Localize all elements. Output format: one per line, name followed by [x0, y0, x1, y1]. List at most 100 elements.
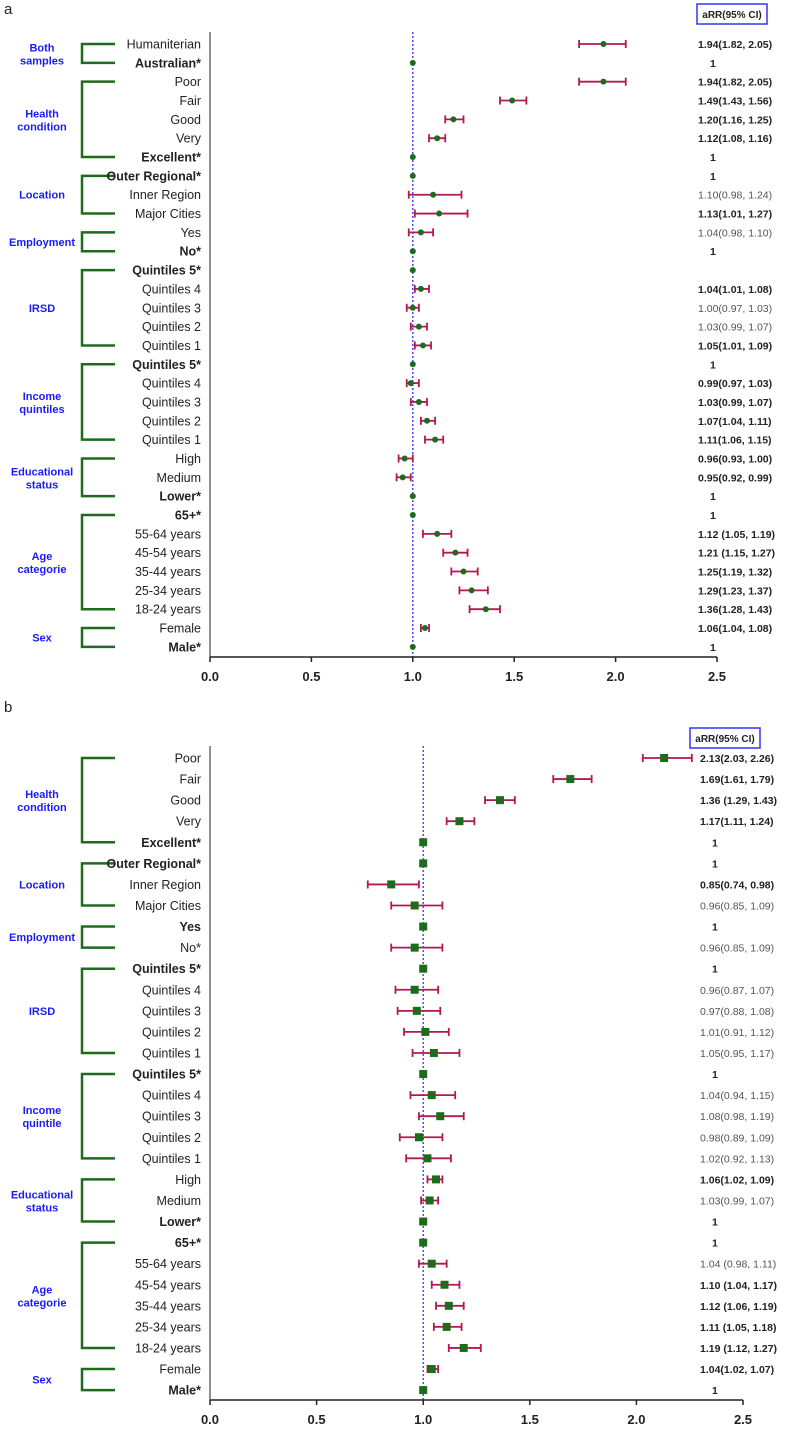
point-estimate [436, 210, 443, 217]
value-label: 1.17(1.11, 1.24) [700, 816, 774, 828]
group-bracket [80, 925, 115, 949]
panel-b: b aRR(95% CI) 0.0 0.5 1.0 1.5 2.0 2.5 Health cond… [4, 699, 777, 1427]
row-label: Quintiles 1 [142, 339, 201, 353]
x-tick-label: 0.0 [201, 669, 219, 684]
group-label: Health condition [17, 789, 67, 814]
group-bracket [80, 231, 115, 253]
point-estimate [419, 1238, 428, 1247]
value-label: 1.20(1.16, 1.25) [698, 114, 772, 126]
value-label: 0.98(0.89, 1.09) [700, 1132, 774, 1144]
group-bracket [80, 363, 115, 441]
value-label: 1.49(1.43, 1.56) [698, 96, 772, 108]
value-label: 1 [712, 1385, 718, 1397]
group-label: Location [19, 190, 65, 202]
point-estimate [417, 229, 424, 236]
group-bracket [80, 174, 115, 215]
forest-row: Fair 1.49(1.43, 1.56) [179, 94, 772, 108]
value-label: 1 [712, 858, 718, 870]
group-bracket [80, 1367, 115, 1392]
point-estimate [410, 985, 419, 994]
value-label: 0.95(0.92, 0.99) [698, 472, 772, 484]
value-label: 1 [712, 922, 718, 934]
row-label: Medium [157, 471, 201, 485]
forest-row: Quintiles 1 1.05(0.95, 1.17) [142, 1046, 774, 1060]
row-label: 65+* [175, 509, 201, 523]
forest-row: 25-34 years 1.29(1.23, 1.37) [135, 584, 772, 598]
group-label: Age categorie [18, 1284, 67, 1309]
row-label: Female [159, 622, 201, 636]
forest-row: 35-44 years 1.12 (1.06, 1.19) [135, 1299, 777, 1313]
row-label: Excellent* [141, 836, 201, 850]
row-label: 65+* [175, 1236, 201, 1250]
point-estimate [432, 436, 439, 443]
forest-row: Outer Regional* 1 [107, 169, 716, 183]
group-label: Sex [32, 1375, 52, 1387]
row-label: 55-64 years [135, 527, 201, 541]
row-label: No* [180, 941, 201, 955]
row-label: Yes [181, 226, 201, 240]
value-label: 1.11 (1.05, 1.18) [700, 1322, 776, 1334]
row-label: Good [170, 113, 201, 127]
forest-row: 45-54 years 1.10 (1.04, 1.17) [135, 1278, 777, 1292]
forest-row: Quintiles 2 1.01(0.91, 1.12) [142, 1025, 774, 1039]
value-label: 1.36 (1.29, 1.43) [700, 795, 777, 807]
point-estimate [455, 817, 464, 826]
point-estimate [419, 838, 428, 847]
group-sex: Sex Female 1.04(1.02, 1.07) Male* 1 [32, 1363, 774, 1398]
point-estimate [600, 78, 607, 85]
row-label: Humaniterian [127, 38, 201, 52]
point-estimate [412, 1006, 421, 1015]
point-estimate [419, 859, 428, 868]
row-label: Very [176, 132, 202, 146]
row-label: Outer Regional* [107, 169, 202, 183]
row-label: Quintiles 2 [142, 1025, 201, 1039]
point-estimate [431, 1175, 440, 1184]
value-label: 1.36(1.28, 1.43) [698, 604, 772, 616]
row-label: Inner Region [129, 878, 201, 892]
group-bracket [80, 1178, 115, 1223]
row-label: Quintiles 2 [142, 1131, 201, 1145]
group-label: Income quintiles [19, 391, 64, 416]
group-label: Income quintile [22, 1105, 61, 1130]
group-bracket [80, 626, 115, 649]
point-estimate [427, 1259, 436, 1268]
point-estimate [419, 922, 428, 931]
value-label: 1.02(0.92, 1.13) [700, 1153, 774, 1165]
row-label: Fair [179, 94, 201, 108]
forest-row: 18-24 years 1.36(1.28, 1.43) [135, 603, 772, 617]
point-estimate [401, 455, 408, 462]
row-label: Quintiles 1 [142, 433, 201, 447]
forest-row: Quintiles 1 1.05(1.01, 1.09) [142, 339, 772, 353]
value-label: 1.25(1.19, 1.32) [698, 567, 772, 579]
group-label: Location [19, 879, 65, 891]
point-estimate [417, 285, 424, 292]
x-tick-label: 0.0 [201, 1412, 219, 1427]
forest-row: Quintiles 3 1.00(0.97, 1.03) [142, 301, 772, 315]
point-estimate [434, 530, 441, 537]
forest-row: Quintiles 5* [132, 264, 416, 278]
value-label: 0.96(0.93, 1.00) [698, 453, 772, 465]
group-label: Sex [32, 632, 52, 644]
point-estimate [415, 323, 422, 330]
row-label: Lower* [159, 1215, 201, 1229]
point-estimate [440, 1280, 449, 1289]
x-tick-label: 1.5 [521, 1412, 539, 1427]
point-estimate [419, 1386, 428, 1395]
forest-row: Humaniterian 1.94(1.82, 2.05) [127, 38, 772, 52]
group-label: IRSD [29, 303, 55, 315]
group-sex: Sex Female 1.06(1.04, 1.08) Male* 1 [32, 622, 772, 655]
forest-row: Quintiles 3 0.97(0.88, 1.08) [142, 1004, 774, 1018]
row-label: 18-24 years [135, 603, 201, 617]
value-label: 1.07(1.04, 1.11) [698, 416, 772, 428]
point-estimate [600, 41, 607, 47]
panel-label: b [4, 699, 12, 716]
row-label: Fair [179, 773, 201, 787]
value-label: 1.10(0.98, 1.24) [698, 190, 772, 202]
row-label: Quintiles 4 [142, 983, 201, 997]
value-label: 1.06(1.02, 1.09) [700, 1174, 774, 1186]
panel-a: a aRR(95% CI) 0.0 0.5 1.0 1.5 2.0 2.5 Both sample… [4, 1, 775, 684]
row-label: Quintiles 3 [142, 1110, 201, 1124]
group-health-condition: Health condition Poor 1.94(1.82, 2.05) Fair 1… [17, 75, 772, 164]
forest-row: Good 1.36 (1.29, 1.43) [170, 794, 777, 808]
forest-row: Quintiles 5* 1 [132, 1068, 718, 1082]
